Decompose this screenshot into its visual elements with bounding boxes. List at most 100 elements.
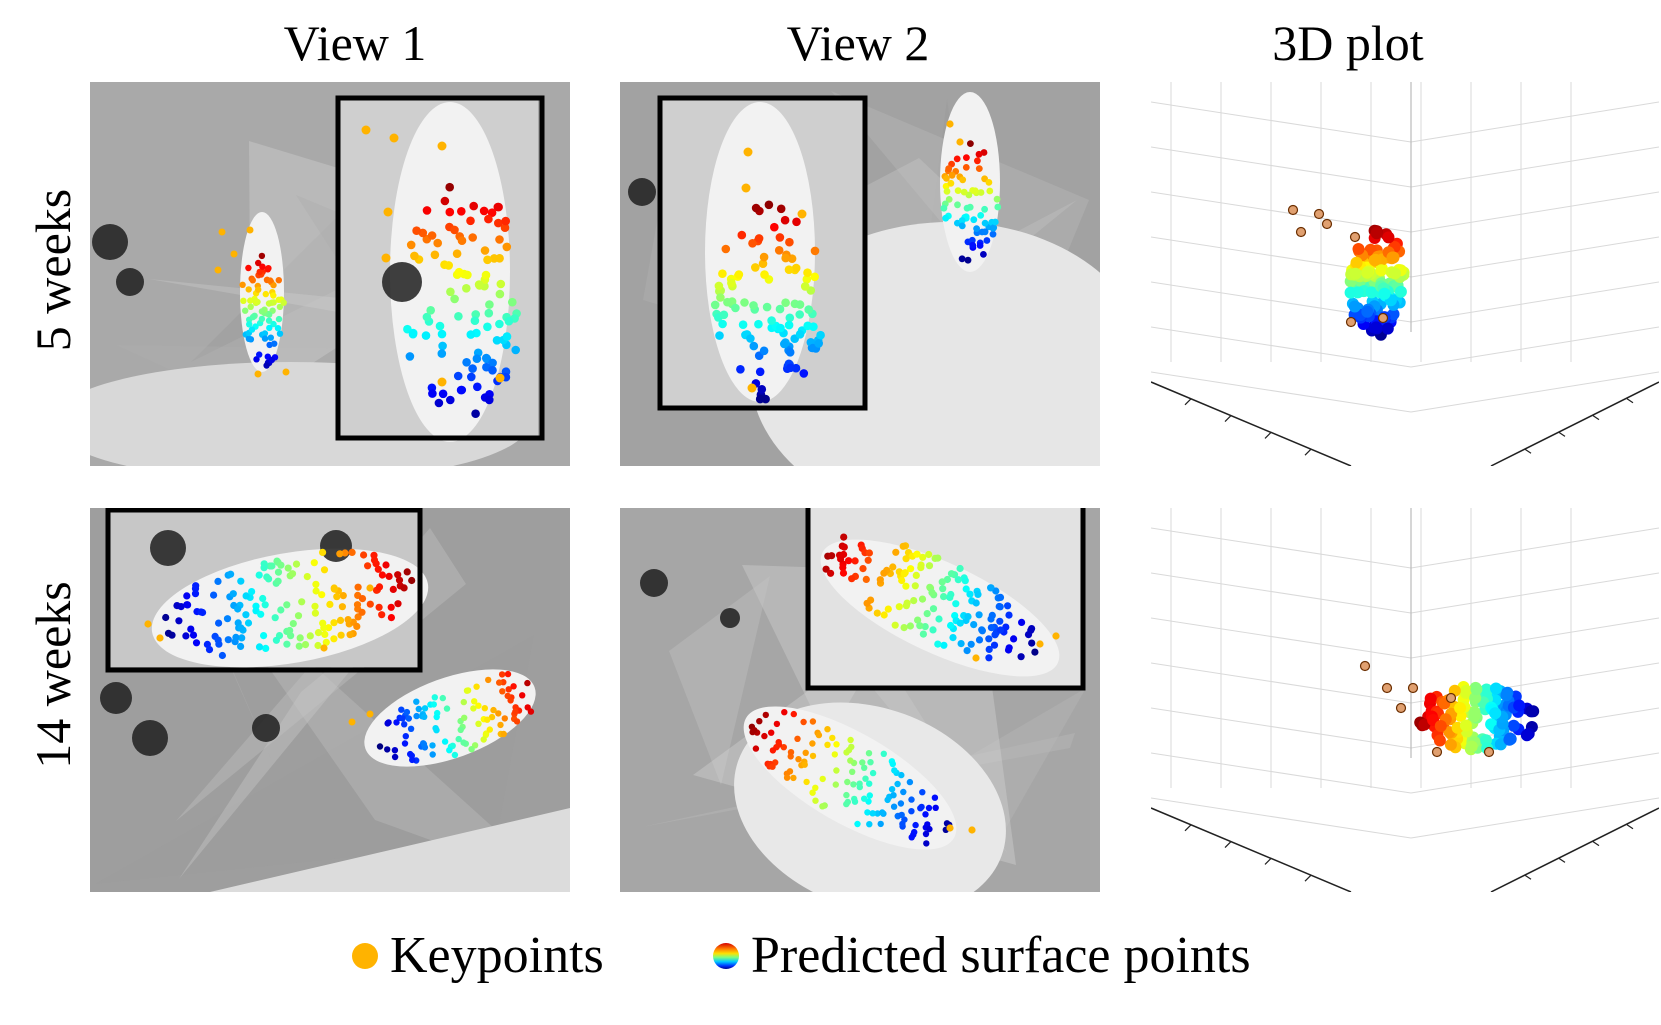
surface-point: [1370, 227, 1383, 240]
surface-point: [940, 593, 948, 601]
surface-point: [339, 592, 347, 600]
surface-point: [866, 792, 873, 799]
surface-point: [234, 605, 242, 613]
surface-point: [714, 281, 724, 291]
surface-point: [876, 576, 884, 584]
keypoint: [366, 710, 374, 718]
surface-point: [884, 605, 892, 613]
keypoint: [156, 634, 164, 642]
surface-point: [1468, 710, 1481, 723]
surface-point: [956, 619, 964, 627]
surface-point: [265, 317, 273, 324]
surface-point: [755, 394, 765, 404]
grid-line: [1410, 572, 1659, 614]
surface-point: [780, 339, 789, 349]
surface-point: [884, 796, 891, 804]
surface-point: [815, 731, 823, 739]
surface-point: [981, 205, 988, 213]
surface-point: [828, 552, 836, 560]
surface-point: [1525, 705, 1538, 718]
surface-point: [785, 313, 795, 323]
surface-point: [940, 204, 948, 212]
surface-point: [829, 734, 836, 742]
surface-point: [752, 745, 760, 752]
surface-point: [803, 778, 810, 786]
surface-point: [899, 542, 907, 550]
surface-point: [401, 740, 409, 747]
surface-point: [908, 808, 915, 815]
surface-point: [827, 569, 835, 577]
surface-point: [1017, 653, 1025, 661]
surface-point: [399, 715, 406, 722]
surface-point: [256, 268, 263, 276]
surface-point: [985, 654, 993, 662]
surface-point: [205, 646, 214, 654]
surface-point: [275, 296, 282, 303]
surface-point: [1349, 267, 1362, 280]
legend-surface-label: Predicted surface points: [751, 927, 1251, 984]
surface-point: [919, 789, 926, 796]
surface-point: [851, 798, 859, 805]
surface-point: [415, 705, 422, 713]
surface-point: [847, 736, 854, 744]
surface-point: [1018, 618, 1026, 626]
surface-point: [898, 811, 905, 819]
surface-point: [751, 203, 761, 213]
surface-point: [864, 809, 871, 816]
surface-point: [770, 222, 779, 232]
surface-point: [1513, 699, 1526, 712]
enclosure-hole-icon: [100, 682, 132, 714]
surface-point: [991, 218, 999, 226]
surface-point: [1389, 267, 1401, 280]
surface-point: [957, 640, 965, 648]
surface-point: [191, 590, 200, 598]
keypoint: [320, 644, 328, 652]
surface-point: [394, 600, 402, 608]
surface-point: [963, 154, 970, 161]
grid-line: [1410, 236, 1659, 278]
surface-point: [413, 698, 420, 705]
surface-point: [845, 557, 853, 565]
surface-point: [958, 217, 966, 224]
surface-point: [990, 641, 999, 649]
surface-point: [993, 195, 1001, 203]
axis-tick: [1224, 841, 1232, 849]
surface-point: [460, 739, 467, 746]
keypoint: [972, 654, 980, 662]
axis-tick: [1524, 448, 1532, 454]
surface-point: [370, 556, 379, 564]
surface-point: [902, 555, 910, 563]
legend-keypoints-label: Keypoints: [390, 927, 604, 984]
surface-point: [913, 550, 921, 558]
keypoint: [246, 226, 254, 234]
surface-point: [952, 600, 960, 608]
surface-point: [420, 740, 428, 748]
surface-point: [454, 312, 463, 321]
surface-point: [769, 763, 776, 770]
surface-point: [710, 300, 720, 310]
keypoint: [214, 266, 222, 274]
keypoint: [437, 377, 447, 387]
surface-point: [804, 305, 813, 314]
surface-point: [338, 603, 346, 611]
surface-point: [940, 641, 948, 649]
surface-point: [784, 265, 794, 274]
surface-point: [810, 246, 820, 256]
surface-point: [832, 781, 839, 788]
surface-point: [945, 165, 953, 172]
surface-point: [866, 821, 873, 828]
keypoint: [797, 209, 807, 219]
surface-point: [353, 601, 362, 609]
surface-point: [378, 611, 386, 619]
surface-point: [232, 633, 240, 641]
surface-point: [767, 316, 776, 325]
plot-background: [1151, 508, 1659, 892]
surface-point: [274, 568, 283, 576]
surface-point: [943, 188, 951, 195]
surface-point: [256, 351, 263, 358]
surface-point: [856, 783, 863, 791]
row-label-14-weeks: 14 weeks: [25, 581, 81, 769]
surface-point: [869, 769, 877, 777]
surface-point: [824, 726, 831, 733]
surface-point: [775, 233, 785, 242]
